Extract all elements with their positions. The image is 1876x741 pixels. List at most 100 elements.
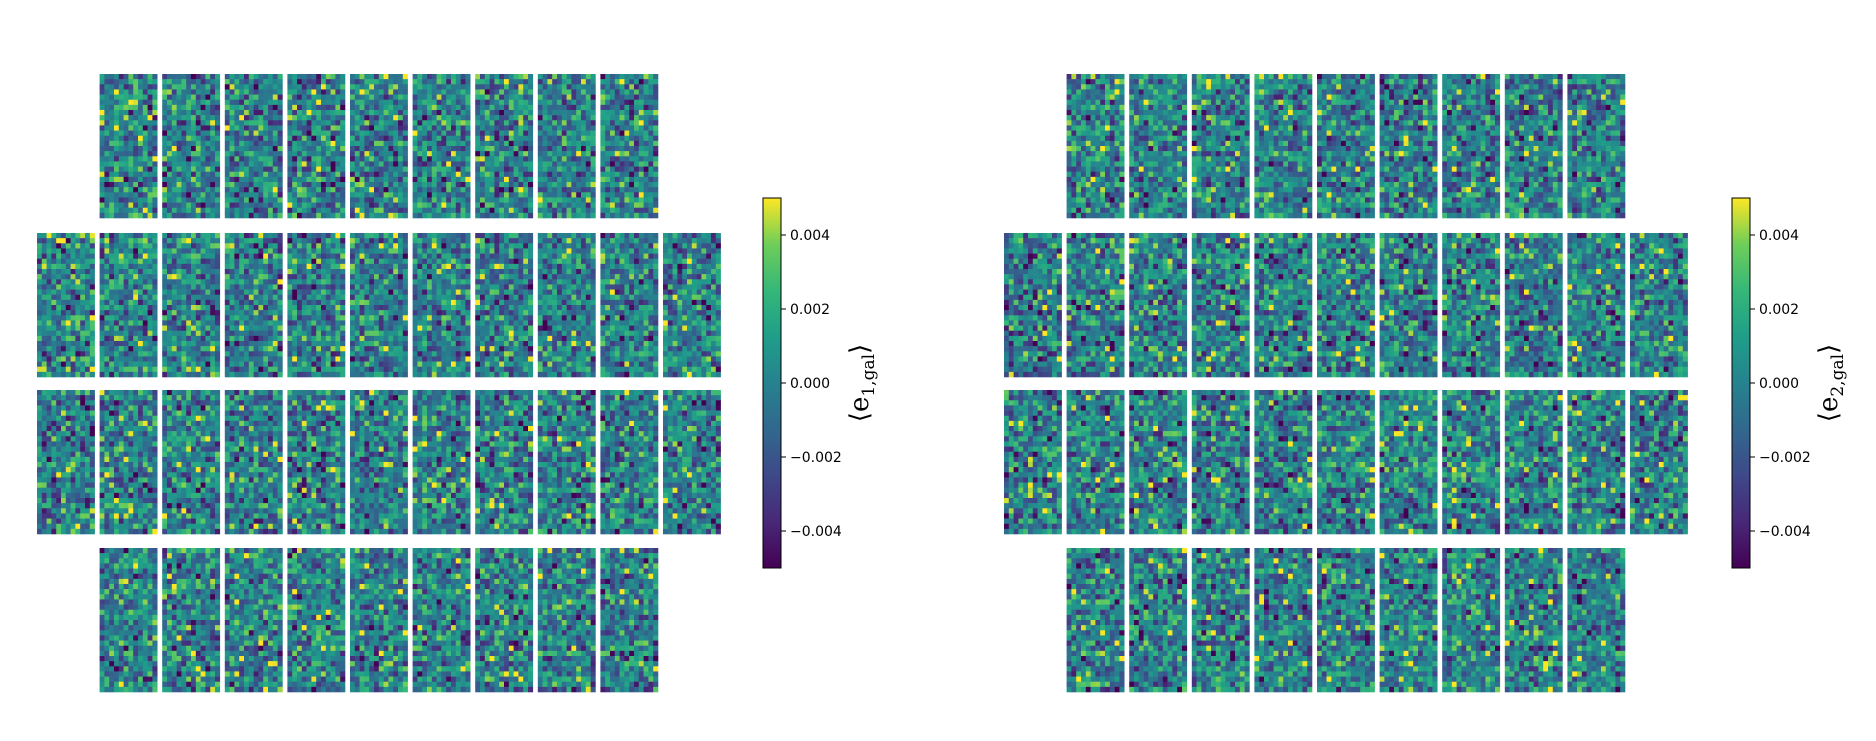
heatmap-cell [499, 74, 504, 79]
heatmap-cell [244, 372, 249, 377]
heatmap-cell [100, 187, 105, 192]
heatmap-cell [124, 279, 129, 284]
heatmap-cell [152, 203, 157, 208]
heatmap-cell [278, 172, 283, 177]
heatmap-cell [100, 274, 105, 279]
heatmap-cell [249, 151, 254, 156]
heatmap-cell [278, 259, 283, 264]
heatmap-cell [364, 167, 369, 172]
heatmap-cell [244, 156, 249, 161]
heatmap-cell [162, 243, 167, 248]
heatmap-cell [109, 351, 114, 356]
heatmap-cell [480, 115, 485, 120]
heatmap-cell [215, 197, 220, 202]
heatmap-cell [215, 295, 220, 300]
heatmap-cell [177, 177, 182, 182]
heatmap-cell [490, 192, 495, 197]
heatmap-cell [210, 146, 215, 151]
heatmap-cell [417, 95, 422, 100]
heatmap-cell [340, 177, 345, 182]
heatmap-cell [254, 182, 259, 187]
heatmap-cell [292, 79, 297, 84]
heatmap-cell [360, 156, 365, 161]
heatmap-cell [374, 151, 379, 156]
heatmap-cell [586, 100, 591, 105]
heatmap-cell [624, 89, 629, 94]
heatmap-cell [364, 295, 369, 300]
heatmap-cell [196, 331, 201, 336]
heatmap-cell [254, 84, 259, 89]
heatmap-cell [417, 125, 422, 130]
heatmap-cell [610, 213, 615, 218]
heatmap-cell [422, 141, 427, 146]
heatmap-cell [258, 346, 263, 351]
heatmap-cell [133, 351, 138, 356]
heatmap-cell [148, 89, 153, 94]
heatmap-cell [538, 213, 543, 218]
heatmap-cell [490, 131, 495, 136]
heatmap-cell [244, 177, 249, 182]
heatmap-cell [461, 192, 466, 197]
heatmap-cell [547, 182, 552, 187]
heatmap-cell [205, 248, 210, 253]
heatmap-cell [239, 141, 244, 146]
heatmap-cell [104, 141, 109, 146]
heatmap-cell [143, 290, 148, 295]
heatmap-cell [648, 182, 653, 187]
heatmap-cell [191, 254, 196, 259]
heatmap-cell [249, 254, 254, 259]
heatmap-cell [287, 182, 292, 187]
heatmap-cell [326, 259, 331, 264]
heatmap-cell [292, 110, 297, 115]
heatmap-cell [162, 331, 167, 336]
heatmap-cell [543, 141, 548, 146]
heatmap-cell [278, 269, 283, 274]
heatmap-cell [307, 320, 312, 325]
heatmap-cell [605, 161, 610, 166]
heatmap-cell [244, 141, 249, 146]
heatmap-cell [191, 310, 196, 315]
heatmap-cell [379, 167, 384, 172]
heatmap-cell [490, 74, 495, 79]
heatmap-cell [104, 177, 109, 182]
heatmap-cell [201, 254, 206, 259]
heatmap-cell [384, 110, 389, 115]
heatmap-cell [629, 120, 634, 125]
heatmap-cell [297, 105, 302, 110]
heatmap-cell [268, 182, 273, 187]
heatmap-cell [557, 182, 562, 187]
heatmap-cell [100, 269, 105, 274]
heatmap-cell [278, 110, 283, 115]
heatmap-cell [465, 172, 470, 177]
heatmap-cell [413, 125, 418, 130]
heatmap-cell [119, 320, 124, 325]
heatmap-cell [90, 259, 95, 264]
heatmap-cell [138, 248, 143, 253]
heatmap-cell [162, 105, 167, 110]
heatmap-cell [114, 105, 119, 110]
heatmap-cell [538, 136, 543, 141]
heatmap-cell [571, 125, 576, 130]
heatmap-cell [205, 367, 210, 372]
heatmap-cell [268, 290, 273, 295]
heatmap-cell [518, 172, 523, 177]
heatmap-cell [335, 326, 340, 331]
heatmap-cell [143, 367, 148, 372]
heatmap-cell [201, 310, 206, 315]
heatmap-cell [388, 120, 393, 125]
heatmap-cell [562, 208, 567, 213]
heatmap-cell [557, 197, 562, 202]
heatmap-cell [624, 115, 629, 120]
heatmap-cell [172, 295, 177, 300]
heatmap-cell [644, 84, 649, 89]
heatmap-cell [384, 254, 389, 259]
heatmap-cell [475, 89, 480, 94]
heatmap-cell [196, 362, 201, 367]
heatmap-cell [143, 238, 148, 243]
heatmap-cell [393, 177, 398, 182]
heatmap-cell [249, 356, 254, 361]
heatmap-cell [504, 182, 509, 187]
heatmap-cell [355, 141, 360, 146]
heatmap-cell [254, 208, 259, 213]
heatmap-cell [128, 125, 133, 130]
